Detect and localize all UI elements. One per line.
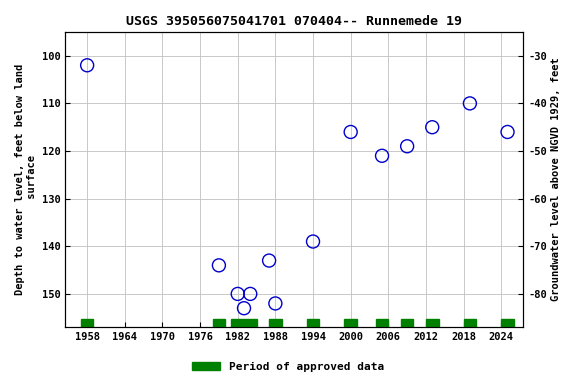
Point (271, 300, 280, 306)
Bar (244, 319, 251, 327)
Bar (376, 319, 388, 327)
Y-axis label: Groundwater level above NGVD 1929, feet: Groundwater level above NGVD 1929, feet (551, 58, 561, 301)
Bar (401, 319, 414, 327)
Bar (251, 319, 256, 327)
Point (246, 291, 255, 297)
Title: USGS 395056075041701 070404-- Runnemede 19: USGS 395056075041701 070404-- Runnemede … (126, 15, 462, 28)
Point (346, 129, 355, 135)
Bar (307, 319, 319, 327)
Point (214, 262, 223, 268)
Bar (501, 319, 514, 327)
Bar (238, 319, 244, 327)
Legend: Period of approved data: Period of approved data (188, 358, 388, 377)
Bar (464, 319, 476, 327)
Point (465, 100, 475, 106)
Point (503, 129, 512, 135)
Bar (269, 319, 275, 327)
Bar (232, 319, 238, 327)
Bar (426, 319, 438, 327)
Point (427, 124, 437, 130)
Bar (213, 319, 225, 327)
Point (82, 62, 92, 68)
Y-axis label: Depth to water level, feet below land
 surface: Depth to water level, feet below land su… (15, 64, 37, 295)
Point (308, 238, 317, 245)
Point (264, 258, 274, 264)
Bar (275, 319, 282, 327)
Point (377, 153, 386, 159)
Bar (344, 319, 357, 327)
Point (233, 291, 242, 297)
Point (403, 143, 412, 149)
Point (240, 305, 249, 311)
Bar (81, 319, 93, 327)
